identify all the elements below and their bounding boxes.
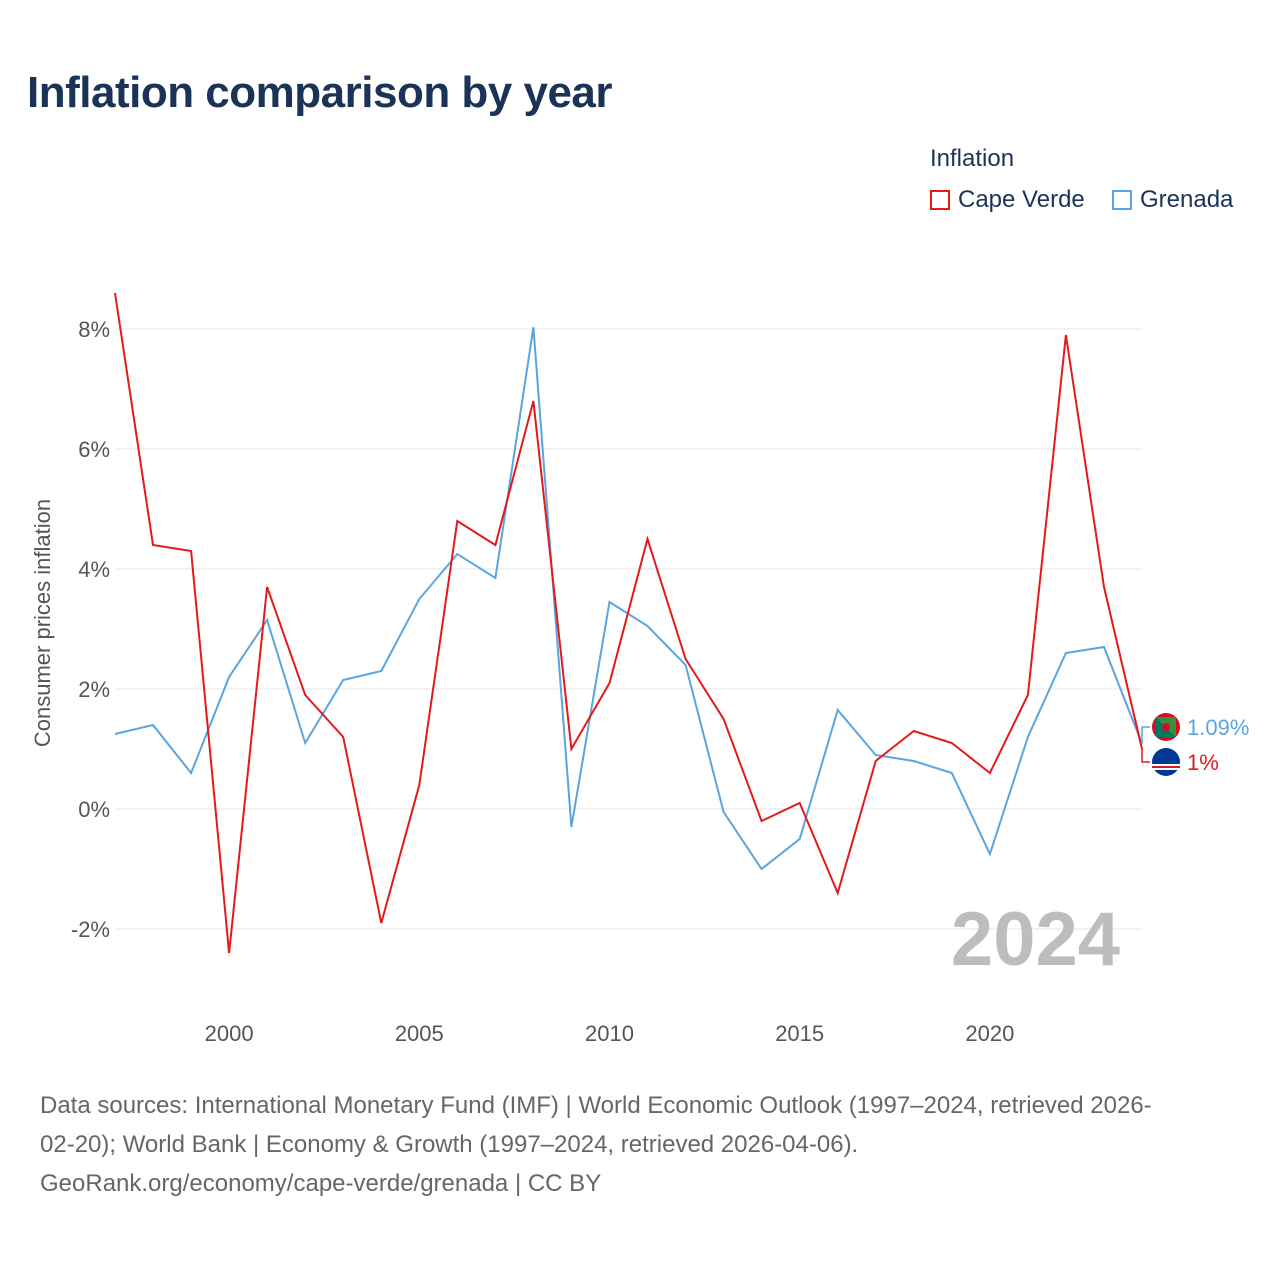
data-sources: Data sources: International Monetary Fun… bbox=[40, 1086, 1250, 1203]
end-labels: 1.09% 1% bbox=[1141, 713, 1249, 776]
sources-line-3[interactable]: GeoRank.org/economy/cape-verde/grenada |… bbox=[40, 1170, 602, 1197]
y-tick-label: 2% bbox=[78, 677, 110, 702]
flag-icon-grenada bbox=[1152, 713, 1180, 741]
y-tick-label: 0% bbox=[78, 797, 110, 822]
x-tick-label: 2000 bbox=[205, 1021, 254, 1046]
y-tick-label: -2% bbox=[71, 917, 110, 942]
legend-title: Inflation bbox=[930, 145, 1015, 172]
sources-line-2: 02-20); World Bank | Economy & Growth (1… bbox=[40, 1131, 859, 1158]
x-tick-label: 2005 bbox=[395, 1021, 444, 1046]
flag-stripe bbox=[1152, 766, 1180, 768]
year-stamp: 2024 bbox=[951, 897, 1120, 982]
line-chart: -2% 0% 2% 4% 6% 8% 2000 2005 2010 2015 2020 Consu… bbox=[30, 292, 1249, 1046]
legend-label-cape-verde: Cape Verde bbox=[958, 186, 1085, 213]
series-line-grenada bbox=[114, 327, 1143, 871]
x-axis-ticks: 2000 2005 2010 2015 2020 bbox=[205, 1021, 1015, 1046]
y-axis-ticks: -2% 0% 2% 4% 6% 8% bbox=[71, 317, 110, 942]
x-tick-label: 2020 bbox=[965, 1021, 1014, 1046]
legend-label-grenada: Grenada bbox=[1140, 186, 1234, 213]
legend-item-cape-verde[interactable]: Cape Verde bbox=[930, 186, 1085, 214]
x-tick-label: 2015 bbox=[775, 1021, 824, 1046]
legend-swatch-grenada bbox=[1112, 190, 1132, 210]
flag-stripe bbox=[1152, 764, 1180, 766]
end-label-grenada: 1.09% bbox=[1187, 715, 1249, 740]
y-tick-label: 6% bbox=[78, 437, 110, 462]
gridlines bbox=[115, 328, 1142, 930]
flag-stripe bbox=[1152, 768, 1180, 770]
connector-grenada bbox=[1141, 726, 1150, 744]
connector-cape-verde bbox=[1141, 749, 1150, 763]
end-label-cape-verde: 1% bbox=[1187, 750, 1219, 775]
y-tick-label: 8% bbox=[78, 317, 110, 342]
legend-item-grenada[interactable]: Grenada bbox=[1112, 186, 1233, 214]
flag-field bbox=[1152, 748, 1180, 776]
series-lines bbox=[114, 292, 1143, 954]
y-tick-label: 4% bbox=[78, 557, 110, 582]
y-axis-label: Consumer prices inflation bbox=[30, 499, 55, 747]
flag-icon-cape-verde bbox=[1152, 748, 1180, 776]
flag-center bbox=[1162, 723, 1170, 731]
legend-swatch-cape-verde bbox=[930, 190, 950, 210]
series-line-cape-verde bbox=[114, 292, 1143, 954]
chart-title: Inflation comparison by year bbox=[27, 68, 613, 117]
sources-line-1: Data sources: International Monetary Fun… bbox=[40, 1092, 1152, 1119]
x-tick-label: 2010 bbox=[585, 1021, 634, 1046]
